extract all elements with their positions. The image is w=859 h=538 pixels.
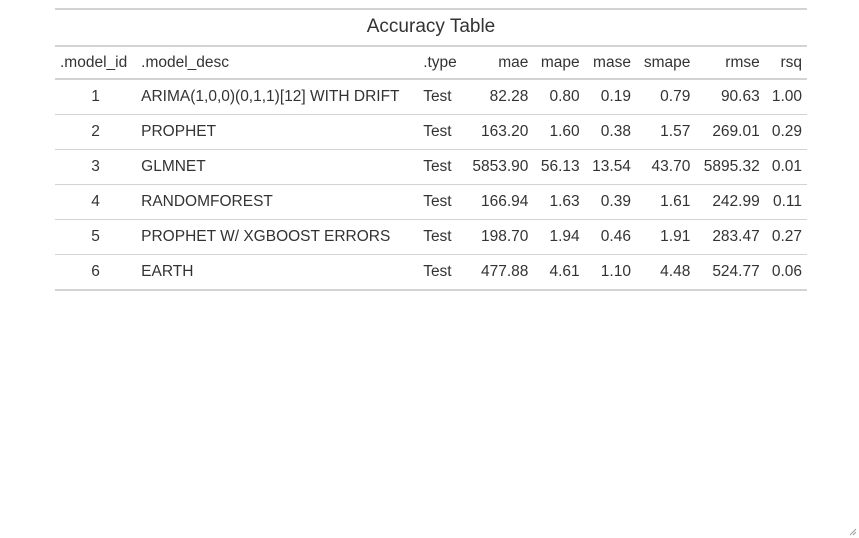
cell-rmse: 269.01 xyxy=(695,114,765,150)
cell-mase: 0.19 xyxy=(584,79,636,115)
cell-mape: 1.63 xyxy=(533,184,585,220)
cell-mase: 13.54 xyxy=(584,149,636,185)
cell-smape: 4.48 xyxy=(635,254,696,291)
cell-rsq: 1.00 xyxy=(764,79,807,115)
cell-model-desc: PROPHET xyxy=(136,114,419,150)
cell-model-id: 5 xyxy=(55,219,137,255)
column-header-rmse[interactable]: rmse xyxy=(695,47,765,80)
cell-rsq: 0.29 xyxy=(764,114,807,150)
cell-rsq: 0.27 xyxy=(764,219,807,255)
cell-mae: 5853.90 xyxy=(464,149,534,185)
column-header-smape[interactable]: smape xyxy=(635,47,696,80)
table-title: Accuracy Table xyxy=(55,8,807,47)
cell-smape: 1.57 xyxy=(635,114,696,150)
cell-mae: 163.20 xyxy=(464,114,534,150)
cell-model-id: 6 xyxy=(55,254,137,291)
cell-mape: 0.80 xyxy=(533,79,585,115)
cell-smape: 1.61 xyxy=(635,184,696,220)
cell-rmse: 5895.32 xyxy=(695,149,765,185)
column-header-rsq[interactable]: rsq xyxy=(764,47,807,80)
cell-type: Test xyxy=(418,79,465,115)
cell-model-desc: RANDOMFOREST xyxy=(136,184,419,220)
cell-rsq: 0.06 xyxy=(764,254,807,291)
cell-model-desc: EARTH xyxy=(136,254,419,291)
accuracy-table-container: Accuracy Table .model_id .model_desc .ty… xyxy=(55,8,807,291)
cell-model-desc: GLMNET xyxy=(136,149,419,185)
cell-mase: 0.38 xyxy=(584,114,636,150)
column-header-mae[interactable]: mae xyxy=(464,47,534,80)
cell-rmse: 242.99 xyxy=(695,184,765,220)
table-row: 4 RANDOMFOREST Test 166.94 1.63 0.39 1.6… xyxy=(55,184,807,220)
cell-model-desc: ARIMA(1,0,0)(0,1,1)[12] WITH DRIFT xyxy=(136,79,419,115)
cell-type: Test xyxy=(418,254,465,291)
column-header-model-id[interactable]: .model_id xyxy=(55,47,137,80)
cell-mape: 1.60 xyxy=(533,114,585,150)
cell-mae: 198.70 xyxy=(464,219,534,255)
cell-mae: 477.88 xyxy=(464,254,534,291)
table-body: 1 ARIMA(1,0,0)(0,1,1)[12] WITH DRIFT Tes… xyxy=(55,79,807,291)
cell-mase: 0.46 xyxy=(584,219,636,255)
table-row: 6 EARTH Test 477.88 4.61 1.10 4.48 524.7… xyxy=(55,254,807,291)
cell-rmse: 524.77 xyxy=(695,254,765,291)
cell-model-id: 2 xyxy=(55,114,137,150)
cell-type: Test xyxy=(418,114,465,150)
table-row: 2 PROPHET Test 163.20 1.60 0.38 1.57 269… xyxy=(55,114,807,150)
column-header-type[interactable]: .type xyxy=(418,47,465,80)
cell-rmse: 283.47 xyxy=(695,219,765,255)
table-row: 5 PROPHET W/ XGBOOST ERRORS Test 198.70 … xyxy=(55,219,807,255)
table-row: 3 GLMNET Test 5853.90 56.13 13.54 43.70 … xyxy=(55,149,807,185)
cell-mape: 56.13 xyxy=(533,149,585,185)
cell-model-desc: PROPHET W/ XGBOOST ERRORS xyxy=(136,219,419,255)
column-header-mape[interactable]: mape xyxy=(533,47,585,80)
cell-model-id: 1 xyxy=(55,79,137,115)
cell-model-id: 3 xyxy=(55,149,137,185)
cell-type: Test xyxy=(418,149,465,185)
cell-mase: 1.10 xyxy=(584,254,636,291)
cell-smape: 43.70 xyxy=(635,149,696,185)
cell-rsq: 0.11 xyxy=(764,184,807,220)
column-header-model-desc[interactable]: .model_desc xyxy=(136,47,419,80)
cell-mape: 1.94 xyxy=(533,219,585,255)
cell-mase: 0.39 xyxy=(584,184,636,220)
table-row: 1 ARIMA(1,0,0)(0,1,1)[12] WITH DRIFT Tes… xyxy=(55,79,807,115)
header-row: .model_id .model_desc .type mae mape mas… xyxy=(55,47,807,80)
cell-mae: 82.28 xyxy=(464,79,534,115)
cell-smape: 1.91 xyxy=(635,219,696,255)
cell-type: Test xyxy=(418,219,465,255)
cell-rsq: 0.01 xyxy=(764,149,807,185)
accuracy-table: Accuracy Table .model_id .model_desc .ty… xyxy=(55,8,807,291)
cell-rmse: 90.63 xyxy=(695,79,765,115)
column-header-mase[interactable]: mase xyxy=(584,47,636,80)
resize-grip-icon[interactable] xyxy=(849,528,857,536)
cell-mae: 166.94 xyxy=(464,184,534,220)
cell-model-id: 4 xyxy=(55,184,137,220)
cell-type: Test xyxy=(418,184,465,220)
cell-smape: 0.79 xyxy=(635,79,696,115)
cell-mape: 4.61 xyxy=(533,254,585,291)
